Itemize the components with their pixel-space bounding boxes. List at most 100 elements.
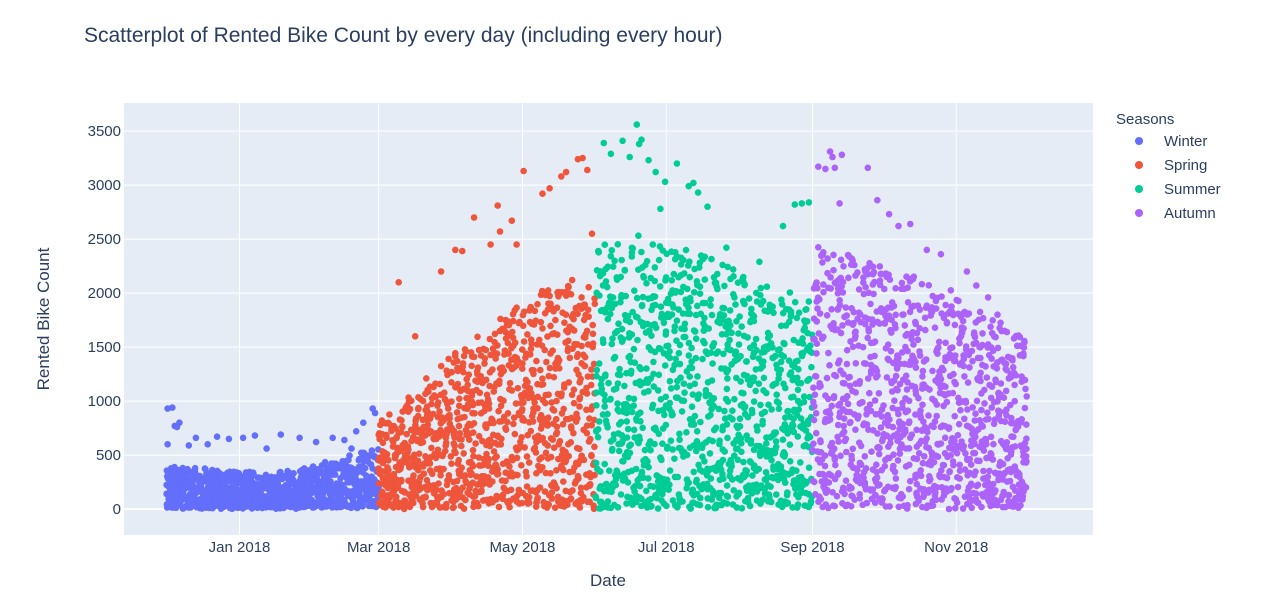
data-point [717, 466, 725, 474]
data-point [864, 270, 872, 278]
data-point [455, 402, 463, 410]
data-point [239, 434, 247, 442]
data-point [937, 250, 945, 258]
data-point [709, 437, 716, 445]
data-point [938, 467, 945, 474]
legend-item-autumn[interactable]: Autumn [1135, 205, 1216, 222]
data-point [620, 401, 628, 408]
data-point [918, 280, 926, 288]
data-point [471, 492, 479, 500]
data-point [772, 352, 779, 360]
data-point [699, 468, 706, 475]
data-point [697, 494, 704, 502]
legend-item-winter[interactable]: Winter [1135, 133, 1207, 150]
data-point [500, 397, 507, 405]
data-point [478, 488, 485, 496]
data-point [677, 374, 684, 382]
data-point [500, 367, 508, 375]
data-point [371, 409, 379, 417]
data-point [904, 379, 911, 386]
data-point [532, 317, 540, 325]
data-point [550, 407, 558, 414]
data-point [1022, 453, 1030, 460]
data-point [997, 319, 1004, 327]
data-point [932, 496, 940, 504]
data-point [950, 370, 957, 378]
legend-item-summer[interactable]: Summer [1135, 181, 1221, 198]
data-point [919, 367, 927, 375]
data-point [645, 475, 652, 482]
data-point [474, 333, 481, 341]
data-point [786, 458, 794, 465]
data-point [619, 336, 627, 343]
data-point [990, 333, 998, 340]
data-point [565, 337, 572, 345]
data-point [652, 324, 660, 332]
data-point [519, 360, 526, 367]
data-point [553, 397, 560, 405]
data-point [759, 420, 766, 428]
data-point [666, 377, 674, 385]
legend-label: Summer [1164, 181, 1221, 198]
data-point [922, 326, 929, 334]
data-point [689, 486, 697, 494]
data-point [919, 373, 926, 380]
legend-item-spring[interactable]: Spring [1135, 157, 1207, 174]
y-tick-label: 1000 [88, 393, 121, 410]
data-point [813, 340, 821, 348]
data-point [1002, 503, 1009, 511]
data-point [545, 501, 552, 509]
data-point [952, 352, 959, 359]
data-point [814, 294, 822, 302]
data-point [663, 342, 670, 350]
data-point [874, 430, 881, 437]
data-point [399, 423, 406, 431]
data-point [607, 310, 614, 318]
data-point [696, 501, 704, 509]
data-point [710, 340, 718, 347]
data-point [763, 440, 770, 447]
data-point [668, 311, 676, 318]
data-point [652, 168, 659, 176]
data-point [538, 381, 545, 389]
data-point [591, 471, 598, 479]
data-point [829, 489, 836, 496]
data-point [724, 375, 731, 382]
data-point [964, 406, 971, 413]
data-point [831, 502, 838, 510]
data-point [692, 354, 700, 362]
data-point [578, 342, 585, 350]
data-point [819, 259, 826, 266]
data-point [969, 404, 976, 411]
data-point [965, 310, 973, 317]
data-point [901, 426, 909, 433]
data-point [743, 358, 750, 365]
data-point [553, 415, 560, 423]
data-point [691, 328, 699, 335]
data-point [861, 479, 869, 487]
data-point [485, 405, 493, 412]
data-point [997, 380, 1005, 387]
data-point [434, 399, 442, 406]
data-point [957, 333, 965, 340]
data-point [623, 418, 631, 425]
data-point [942, 301, 949, 309]
data-point [701, 253, 709, 261]
data-point [608, 340, 616, 348]
data-point [619, 457, 626, 465]
data-point [899, 493, 906, 500]
data-point [580, 316, 588, 324]
data-point [962, 450, 969, 457]
data-point [650, 358, 657, 366]
data-point [831, 456, 839, 463]
data-point [657, 303, 665, 311]
x-tick-label: Nov 2018 [924, 539, 988, 556]
data-point [809, 446, 816, 454]
data-point [618, 325, 626, 333]
data-point [505, 350, 512, 358]
data-point [634, 314, 641, 321]
data-point [494, 342, 501, 349]
data-point [687, 505, 694, 512]
data-point [843, 346, 851, 354]
data-point [470, 214, 478, 221]
